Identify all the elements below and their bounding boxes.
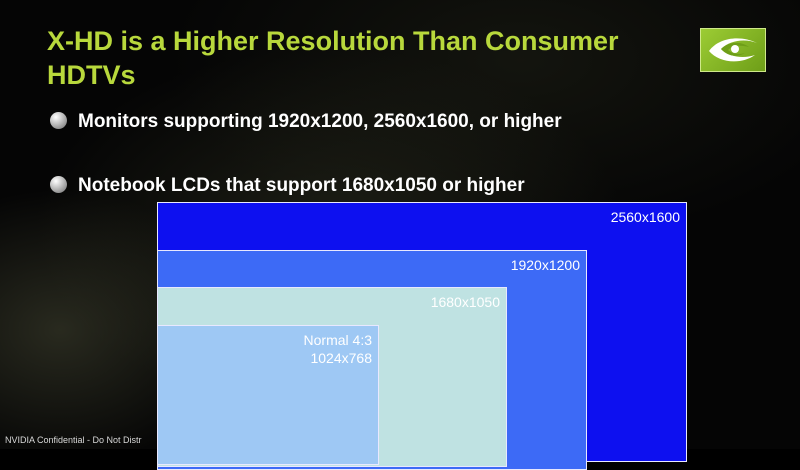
resolution-box-1024x768: Normal 4:3 1024x768 [157, 325, 379, 465]
bullet-text: Monitors supporting 1920x1200, 2560x1600… [78, 111, 562, 132]
confidential-footer: NVIDIA Confidential - Do Not Distr [5, 435, 142, 445]
resolution-label: 2560x1600 [610, 209, 680, 225]
nvidia-logo-icon [700, 28, 766, 72]
resolution-label-line2: 1024x768 [310, 350, 372, 366]
bullet-item-notebooks: Notebook LCDs that support 1680x1050 or … [50, 175, 525, 197]
resolution-label: 1680x1050 [430, 294, 500, 310]
bullet-dot-icon [50, 112, 67, 129]
bullet-dot-icon [50, 176, 67, 193]
resolution-label: Normal 4:3 1024x768 [304, 331, 372, 367]
nvidia-eye-logo-icon [709, 38, 757, 62]
resolution-label-line1: Normal 4:3 [303, 332, 372, 348]
bullet-item-monitors: Monitors supporting 1920x1200, 2560x1600… [50, 111, 562, 133]
bullet-text: Notebook LCDs that support 1680x1050 or … [78, 175, 525, 196]
slide-title: X-HD is a Higher Resolution Than Consume… [47, 26, 619, 90]
resolution-label: 1920x1200 [510, 257, 580, 273]
